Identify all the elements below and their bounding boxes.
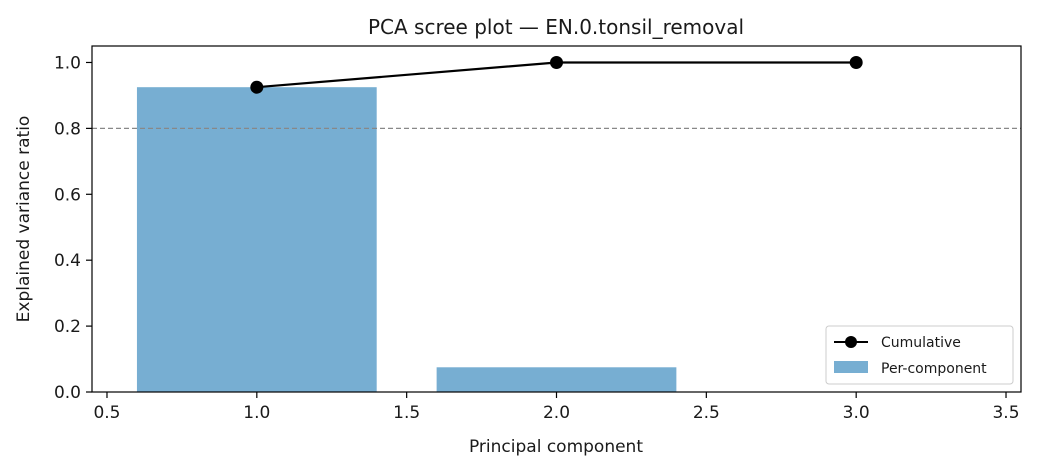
x-axis-ticks: 0.5 1.0 1.5 2.0 2.5 3.0 3.5 [93,392,1020,423]
y-tick-label: 0.0 [54,383,81,403]
x-tick-label: 2.5 [693,403,720,423]
bar-pc1 [136,87,377,392]
cumulative-layer [250,55,863,94]
x-tick-label: 2.0 [543,403,570,423]
y-tick-label: 1.0 [54,53,81,73]
bar-pc2 [436,367,677,392]
cumulative-point-1 [250,80,264,94]
y-axis-label: Explained variance ratio [14,116,34,323]
y-tick-label: 0.2 [54,317,81,337]
legend: Cumulative Per-component [825,325,1014,385]
legend-per-component-label: Per-component [881,361,987,377]
legend-cumulative-marker [845,336,857,348]
legend-per-component-swatch [834,361,868,373]
x-tick-label: 0.5 [93,403,120,423]
x-tick-label: 3.0 [843,403,870,423]
y-tick-label: 0.4 [54,251,81,271]
legend-cumulative-label: Cumulative [881,335,961,351]
y-axis-ticks: 0.0 0.2 0.4 0.6 0.8 1.0 [54,53,92,403]
x-tick-label: 3.5 [992,403,1019,423]
y-tick-label: 0.6 [54,185,81,205]
cumulative-point-3 [849,55,863,69]
x-axis-label: Principal component [469,437,643,457]
bars-layer [136,87,677,392]
legend-frame [825,325,1014,385]
cumulative-point-2 [550,55,563,69]
x-tick-label: 1.0 [243,403,270,423]
y-tick-label: 0.8 [54,119,81,139]
x-tick-label: 1.5 [393,403,420,423]
chart-title: PCA scree plot — EN.0.tonsil_removal [368,15,744,39]
